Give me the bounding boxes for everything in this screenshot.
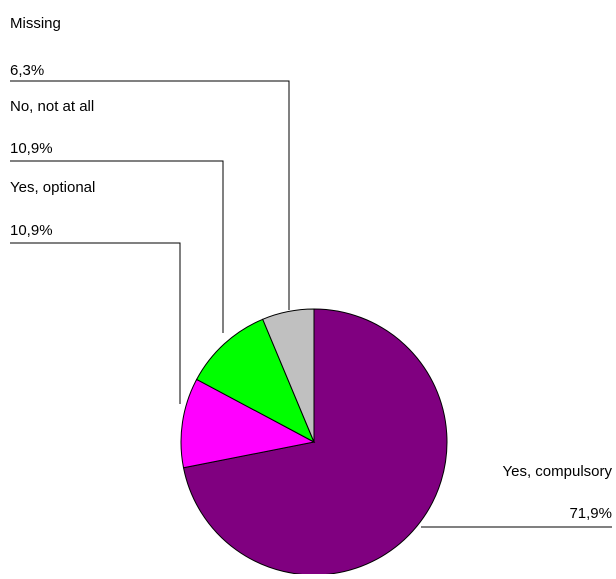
- leader-line-yes-optional: [10, 242, 181, 404]
- slice-label-no-not-at-all: No, not at all: [10, 98, 94, 115]
- slice-value-no-not-at-all: 10,9%: [10, 140, 53, 157]
- slice-value-yes-optional: 10,9%: [10, 222, 53, 239]
- pie-slice-missing: [262, 308, 315, 443]
- slice-label-missing: Missing: [10, 15, 61, 32]
- pie-slice-yes-optional: [180, 378, 316, 469]
- slice-value-missing: 6,3%: [10, 62, 44, 79]
- pie-slice-no-not-at-all: [195, 318, 316, 444]
- leader-lines: [10, 80, 612, 528]
- pie-slices: [180, 308, 448, 576]
- slice-value-yes-compulsory: 71,9%: [569, 505, 612, 522]
- slice-label-yes-optional: Yes, optional: [10, 179, 95, 196]
- leader-line-missing: [10, 80, 290, 310]
- slice-label-yes-compulsory: Yes, compulsory: [503, 463, 613, 480]
- pie-slice-yes-compulsory: [182, 308, 448, 576]
- leader-line-no-not-at-all: [10, 160, 224, 333]
